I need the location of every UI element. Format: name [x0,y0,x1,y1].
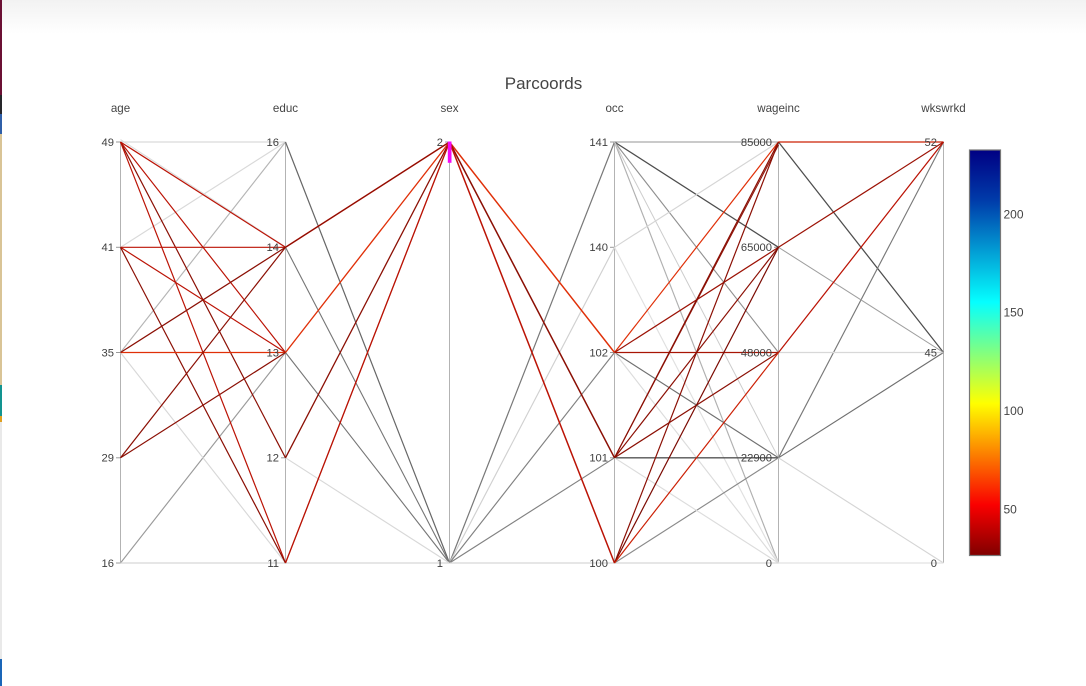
svg-text:13: 13 [267,347,279,359]
svg-text:102: 102 [589,347,608,359]
svg-text:29: 29 [102,453,114,465]
svg-text:85000: 85000 [741,137,772,149]
svg-text:48000: 48000 [741,347,772,359]
svg-text:141: 141 [589,137,608,149]
svg-text:200: 200 [1004,208,1024,222]
svg-text:45: 45 [925,347,937,359]
svg-text:22900: 22900 [741,453,772,465]
svg-text:100: 100 [1004,404,1024,418]
svg-text:150: 150 [1004,306,1024,320]
svg-text:1: 1 [437,558,443,570]
svg-text:52: 52 [925,137,937,149]
svg-text:65000: 65000 [741,242,772,254]
svg-text:2: 2 [437,137,443,149]
svg-text:16: 16 [102,558,114,570]
svg-text:0: 0 [931,558,937,570]
svg-text:occ: occ [605,102,623,115]
svg-text:wkswrkd: wkswrkd [920,102,965,115]
svg-text:100: 100 [589,558,608,570]
svg-text:101: 101 [589,453,608,465]
svg-text:age: age [111,102,130,115]
svg-text:14: 14 [267,242,279,254]
svg-text:16: 16 [267,137,279,149]
svg-text:educ: educ [273,102,298,115]
svg-text:50: 50 [1004,503,1018,517]
svg-text:wageinc: wageinc [756,102,800,115]
svg-text:12: 12 [267,453,279,465]
svg-text:0: 0 [766,558,772,570]
svg-text:11: 11 [267,558,279,570]
svg-text:35: 35 [102,347,114,359]
svg-text:41: 41 [102,242,114,254]
svg-text:sex: sex [440,102,458,115]
svg-text:49: 49 [102,137,114,149]
svg-text:140: 140 [589,242,608,254]
svg-text:Parcoords: Parcoords [505,74,582,93]
